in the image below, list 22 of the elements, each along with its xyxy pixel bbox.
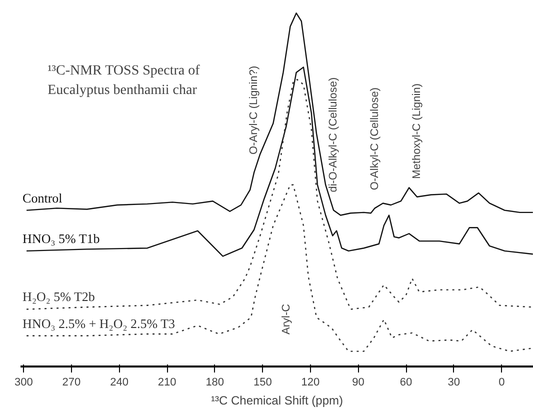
series-label: HNO₃ 5% T1b <box>22 230 100 246</box>
series-label: Control <box>22 190 63 206</box>
annotation: Methoxyl-C (Lignin) <box>411 83 424 179</box>
annotation: Aryl-C <box>280 304 292 334</box>
x-tick-label: 60 <box>400 376 412 388</box>
x-tick-label: 300 <box>14 376 33 388</box>
x-axis-title: ¹³C Chemical Shift (ppm) <box>210 394 344 408</box>
x-tick-label: 210 <box>158 376 176 388</box>
x-tick-label: 0 <box>498 376 505 388</box>
x-tick-label: 270 <box>62 376 81 388</box>
x-tick-label: 30 <box>448 376 460 388</box>
text: ¹³C-NMR TOSS Spectra of Eucalyptus benthamii char <box>48 63 200 98</box>
series-label: HNO₃ 2.5% + H₂O₂ 2.5% T3 <box>22 316 176 331</box>
x-tick-label: 240 <box>110 376 128 388</box>
annotation: di-O-Alkyl-C (Cellulose) <box>328 77 340 192</box>
x-tick-label: 150 <box>253 376 272 388</box>
x-tick-label: 120 <box>301 376 320 388</box>
annotation: O-Aryl-C (Lignin?) <box>248 66 260 154</box>
x-tick-label: 180 <box>206 376 224 388</box>
series-label: H₂O₂ 5% T2b <box>22 289 95 304</box>
x-tick-label: 90 <box>352 376 364 388</box>
annotation: O-Alkyl-C (Cellulose) <box>368 87 381 190</box>
